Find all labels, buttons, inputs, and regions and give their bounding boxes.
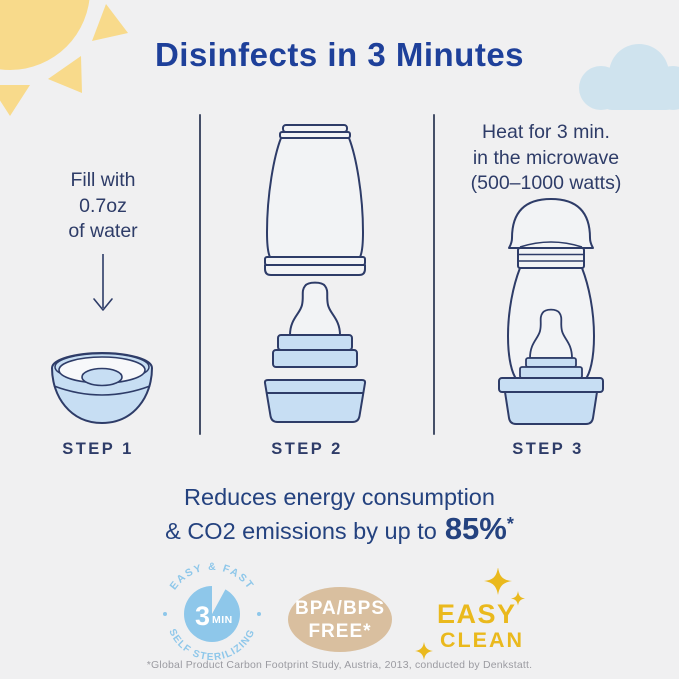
- assembled-bottle-illustration: [498, 198, 604, 425]
- sparkle-icon: [415, 642, 433, 660]
- step-1-instruction: Fill with 0.7oz of water: [15, 168, 191, 245]
- easy-clean-badge: EASY CLEAN: [415, 568, 555, 664]
- claim-line-1: Reduces energy consumption: [184, 484, 495, 510]
- instruction-line: of water: [68, 220, 138, 242]
- claim-highlight: 85%: [444, 511, 507, 546]
- easy-clean-line-2: CLEAN: [440, 628, 525, 652]
- easy-clean-line-1: EASY: [437, 599, 517, 629]
- bpa-free-line-2: FREE*: [308, 620, 372, 642]
- step-3-instruction: Heat for 3 min. in the microwave (500–10…: [448, 120, 644, 197]
- cloud-icon: [579, 44, 679, 110]
- bottle-parts-illustration: [263, 124, 367, 423]
- bpa-free-badge: BPA/BPS FREE*: [288, 587, 392, 652]
- instruction-line: Fill with: [70, 169, 136, 191]
- page-title: Disinfects in 3 Minutes: [154, 36, 525, 73]
- badge-minutes-value: 3: [195, 601, 210, 631]
- claim-line-2-text: & CO2 emissions by up to: [165, 518, 437, 544]
- separator-dot-icon: [163, 612, 167, 616]
- claim-footnote-marker: *: [506, 514, 514, 535]
- sun-icon: [0, 0, 128, 116]
- footnote: *Global Product Carbon Footprint Study, …: [146, 659, 533, 671]
- down-arrow-icon: [93, 254, 113, 311]
- instruction-line: 0.7oz: [79, 194, 127, 217]
- instruction-line: Heat for 3 min.: [482, 121, 610, 143]
- self-sterilizing-badge: 3 MIN EASY & FAST SELF STERILIZING: [163, 561, 261, 663]
- badge-minutes-unit: MIN: [212, 614, 233, 626]
- column-divider: [433, 114, 435, 435]
- sparkle-icon: [484, 568, 512, 595]
- separator-dot-icon: [257, 612, 261, 616]
- claim-line-2: & CO2 emissions by up to 85%*: [0, 511, 679, 547]
- step-3-label: STEP 3: [512, 440, 584, 458]
- clock-hand-notch: [212, 584, 226, 614]
- water-bowl-illustration: [51, 352, 153, 424]
- instruction-line: (500–1000 watts): [470, 172, 622, 194]
- column-divider: [199, 114, 201, 435]
- sparkle-icons: [415, 568, 525, 660]
- step-1-label: STEP 1: [62, 440, 134, 458]
- sparkle-icon: [511, 591, 525, 606]
- instruction-line: in the microwave: [472, 146, 620, 169]
- bpa-free-line-1: BPA/BPS: [294, 597, 386, 619]
- step-2-label: STEP 2: [271, 440, 343, 458]
